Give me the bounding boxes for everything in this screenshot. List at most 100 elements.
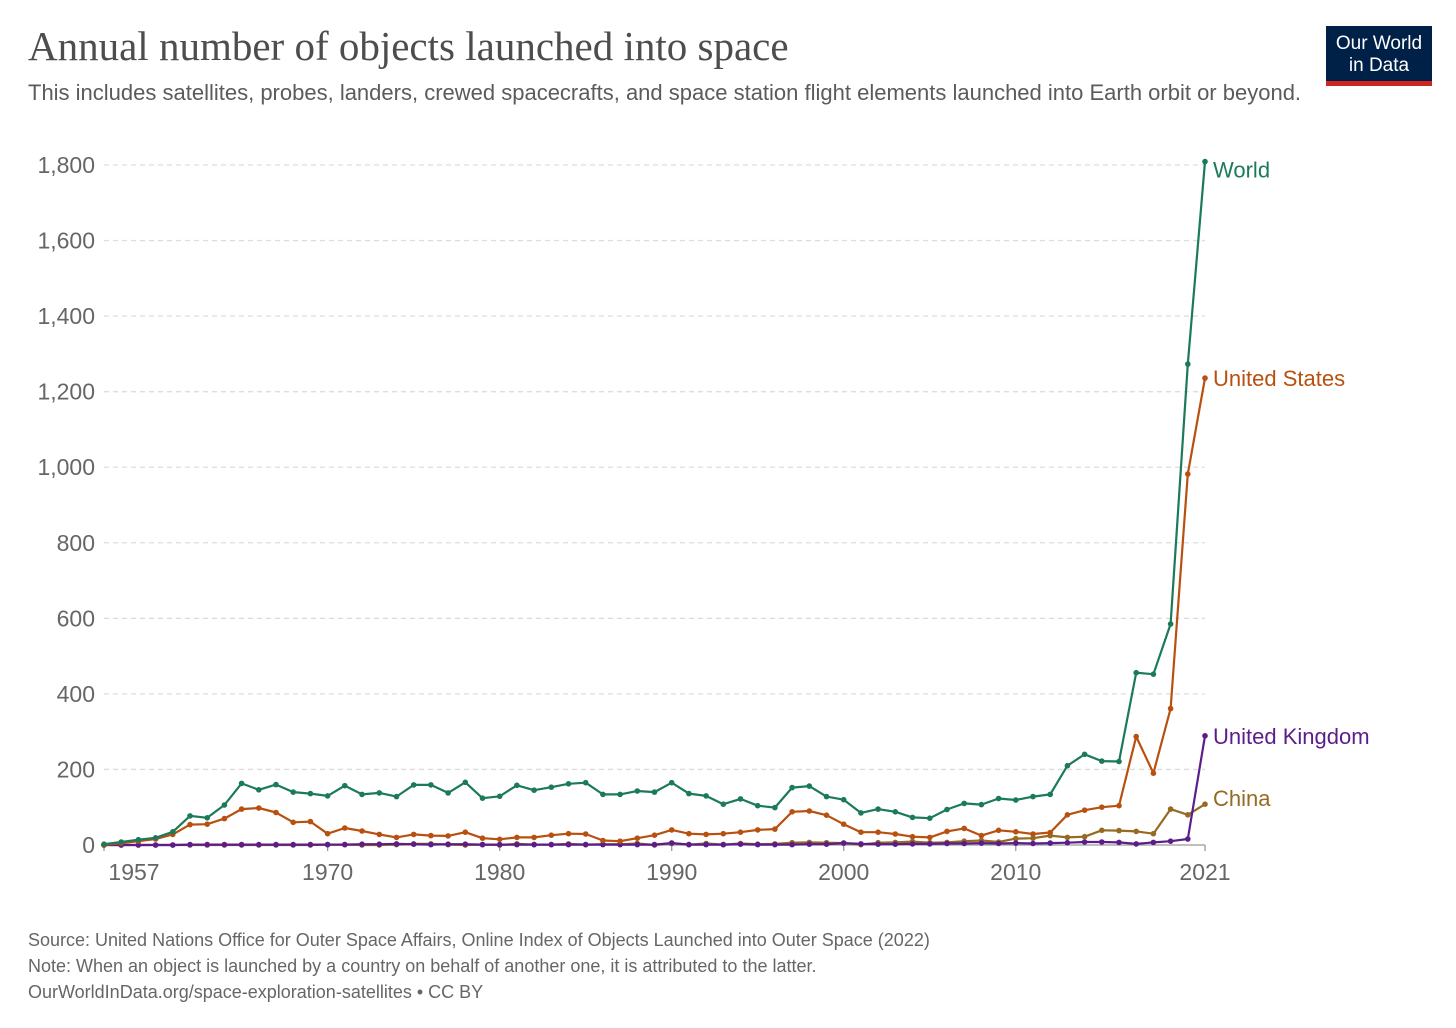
data-point <box>462 841 469 847</box>
data-point <box>1167 838 1174 844</box>
data-point <box>273 781 279 788</box>
data-point <box>754 841 761 848</box>
data-point <box>548 784 555 790</box>
series-line <box>103 161 1207 846</box>
y-tick-label: 1,200 <box>37 379 95 405</box>
data-point <box>307 790 314 797</box>
data-point <box>1167 705 1174 712</box>
data-point <box>1202 733 1208 739</box>
data-point <box>875 841 881 847</box>
data-point <box>1047 791 1053 798</box>
data-point <box>238 806 245 812</box>
data-point <box>376 831 383 838</box>
y-tick-label: 600 <box>57 605 95 631</box>
data-point <box>324 793 331 799</box>
data-point <box>514 834 520 841</box>
data-point <box>720 841 727 848</box>
data-point <box>514 782 520 789</box>
data-point <box>892 809 899 815</box>
data-point <box>600 837 606 844</box>
data-point <box>651 789 658 795</box>
data-point <box>806 783 813 789</box>
data-point <box>1030 831 1036 837</box>
data-point <box>1116 758 1122 765</box>
data-point <box>324 830 331 837</box>
data-point <box>290 841 297 848</box>
data-point <box>1150 671 1157 677</box>
data-point <box>307 818 314 825</box>
data-point <box>496 841 503 848</box>
source-url[interactable]: OurWorldInData.org/space-exploration-sat… <box>28 982 484 1002</box>
data-point <box>772 841 778 848</box>
data-point <box>462 779 469 786</box>
data-point <box>1202 801 1208 807</box>
series-line <box>103 377 1207 847</box>
data-point <box>823 793 830 800</box>
data-point <box>634 788 641 794</box>
data-point <box>152 835 159 841</box>
data-point <box>634 841 641 848</box>
data-point <box>445 841 451 847</box>
data-point <box>840 796 847 803</box>
data-point <box>496 793 503 800</box>
grid-layer <box>104 164 1205 771</box>
data-point <box>944 828 950 835</box>
y-tick-label: 1,800 <box>37 152 95 178</box>
data-point <box>376 841 383 847</box>
x-tick-label: 2010 <box>990 859 1041 885</box>
data-point <box>342 782 348 789</box>
data-point <box>686 790 692 797</box>
data-point <box>1150 770 1157 776</box>
data-point <box>118 839 124 845</box>
data-point <box>1133 841 1139 847</box>
data-point <box>221 815 228 822</box>
data-point <box>892 841 899 847</box>
data-point <box>1150 830 1157 837</box>
data-point <box>359 841 365 847</box>
data-point <box>565 781 572 787</box>
data-point <box>1150 839 1157 846</box>
data-point <box>531 841 537 848</box>
series-label-world: World <box>1213 158 1270 183</box>
data-point <box>359 828 365 834</box>
data-point <box>961 840 967 847</box>
data-point <box>428 832 434 839</box>
data-point <box>995 840 1002 847</box>
data-point <box>1064 762 1071 769</box>
data-point <box>927 815 933 821</box>
data-point <box>1081 807 1088 813</box>
data-point <box>806 808 813 814</box>
data-point <box>1013 829 1019 835</box>
data-point <box>359 791 365 798</box>
line-chart: 0 200 400 600 800 1,000 1,200 1,400 1,600 1,800 19… <box>37 152 1370 885</box>
data-point <box>789 841 795 848</box>
data-point <box>565 841 572 848</box>
y-tick-label: 400 <box>57 681 95 707</box>
y-tick-label: 0 <box>82 832 95 858</box>
data-point <box>772 804 778 811</box>
data-point <box>496 836 503 843</box>
data-point <box>703 831 709 838</box>
data-point <box>582 841 589 848</box>
data-point <box>668 827 675 833</box>
data-point <box>1013 840 1019 846</box>
data-point <box>462 829 469 835</box>
data-point <box>754 802 761 809</box>
data-point <box>238 841 245 848</box>
axis-layer: 0 200 400 600 800 1,000 1,200 1,400 1,600 1,800 19… <box>37 152 1230 885</box>
data-point <box>445 833 451 839</box>
footer: Source: United Nations Office for Outer … <box>28 927 930 1005</box>
data-point <box>927 841 933 847</box>
data-point <box>101 841 107 847</box>
logo-accent-bar <box>1326 81 1432 86</box>
series-china <box>101 801 1208 848</box>
source-note: Source: United Nations Office for Outer … <box>28 930 930 950</box>
owid-logo[interactable]: Our World in Data <box>1326 26 1432 86</box>
data-point <box>273 809 279 816</box>
data-point <box>531 787 537 793</box>
label-layer: World United States United Kingdom China <box>1213 158 1370 812</box>
data-point <box>255 805 262 811</box>
data-point <box>1047 840 1053 846</box>
series-label-china: China <box>1213 786 1271 811</box>
data-point <box>686 841 692 848</box>
